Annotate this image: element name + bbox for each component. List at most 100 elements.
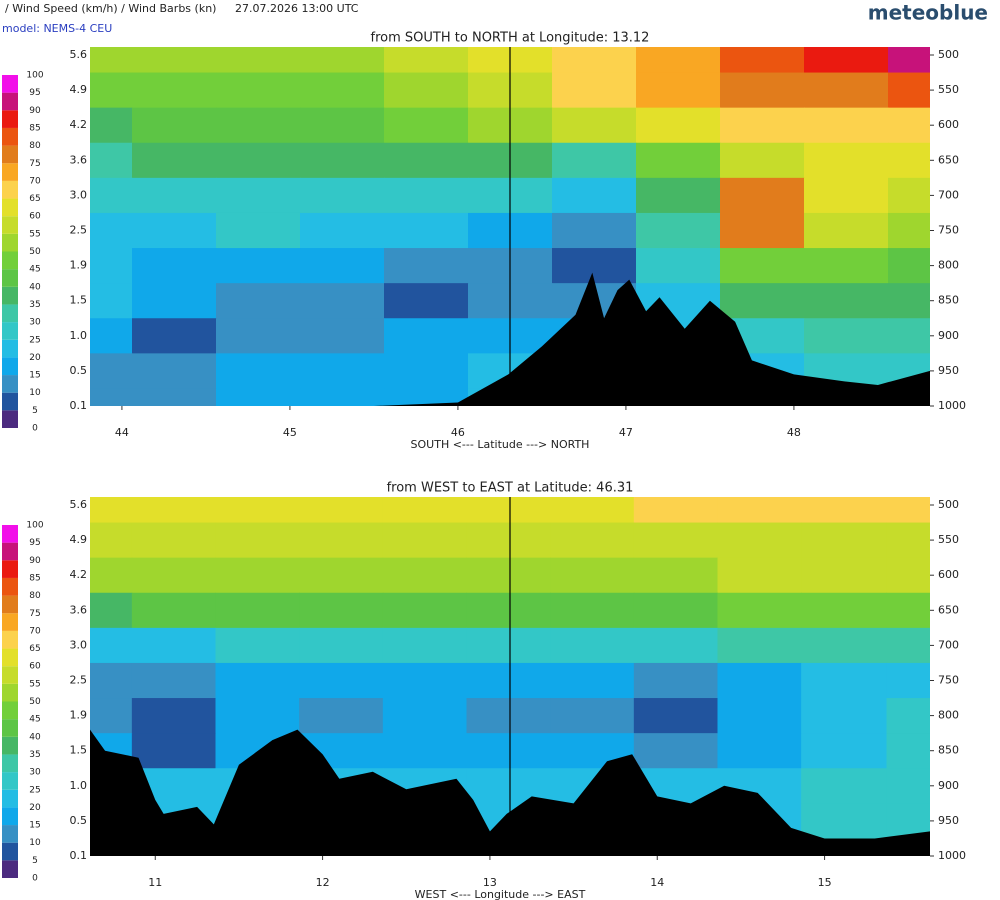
speed-cell xyxy=(90,592,133,629)
speed-cell xyxy=(216,47,301,74)
speed-cell xyxy=(804,283,889,319)
colorbar-label: 75 xyxy=(29,159,40,169)
colorbar-label: 40 xyxy=(29,732,41,742)
altitude-label: 1.9 xyxy=(70,709,88,722)
speed-cell xyxy=(888,142,930,179)
colorbar-label: 80 xyxy=(29,591,41,601)
speed-cell xyxy=(384,212,469,249)
speed-cell xyxy=(888,177,930,214)
colorbar-label: 50 xyxy=(29,247,41,257)
speed-cell xyxy=(382,557,467,594)
y-tick-label: 700 xyxy=(938,188,959,201)
speed-cell xyxy=(90,557,133,594)
x-tick-label: 44 xyxy=(115,426,129,439)
speed-cell xyxy=(299,627,384,664)
speed-cell xyxy=(215,627,300,664)
speed-cell xyxy=(550,557,635,594)
colorbar-cell xyxy=(2,216,18,234)
speed-cell xyxy=(466,733,551,769)
colorbar-label: 65 xyxy=(29,644,40,654)
colorbar-cell xyxy=(2,630,18,649)
colorbar-label: 15 xyxy=(29,821,40,831)
speed-cell xyxy=(466,497,551,524)
speed-cell xyxy=(552,177,637,214)
speed-cell xyxy=(90,497,133,524)
colorbar-cell xyxy=(2,560,18,578)
colorbar-cell xyxy=(2,736,18,755)
speed-cell xyxy=(801,592,887,629)
speed-cell xyxy=(132,283,217,319)
speed-cell xyxy=(550,627,635,664)
speed-cell xyxy=(466,592,551,629)
colorbar-cell xyxy=(2,595,18,614)
colorbar-label: 75 xyxy=(29,609,40,619)
speed-cell xyxy=(886,698,930,734)
speed-cell xyxy=(131,522,216,559)
speed-cell xyxy=(633,522,718,559)
speed-cell xyxy=(384,177,469,214)
speed-cell xyxy=(300,177,385,214)
y-tick-label: 500 xyxy=(938,498,959,511)
speed-cell xyxy=(216,318,301,354)
speed-cell xyxy=(382,592,467,629)
speed-cell xyxy=(720,283,805,319)
speed-cell xyxy=(466,627,551,664)
colorbar-label: 55 xyxy=(29,679,40,689)
x-axis-label: SOUTH <--- Latitude ---> NORTH xyxy=(411,438,590,451)
colorbar-label: 15 xyxy=(29,371,40,381)
speed-cell xyxy=(384,283,469,319)
speed-cell xyxy=(90,698,133,734)
speed-cell xyxy=(384,47,469,74)
speed-cell xyxy=(216,388,301,406)
x-tick-label: 47 xyxy=(619,426,633,439)
y-tick-label: 750 xyxy=(938,674,959,687)
altitude-label: 4.9 xyxy=(70,83,88,96)
speed-cell xyxy=(886,768,930,804)
speed-cell xyxy=(720,177,805,214)
speed-cell xyxy=(384,107,469,144)
speed-cell xyxy=(132,248,217,284)
colorbar-label: 0 xyxy=(32,424,38,434)
x-tick-label: 46 xyxy=(451,426,465,439)
colorbar-label: 95 xyxy=(29,88,40,98)
colorbar-label: 90 xyxy=(29,106,41,116)
colorbar-label: 0 xyxy=(32,874,38,884)
colorbar-cell xyxy=(2,842,18,861)
colorbar-cell xyxy=(2,754,18,773)
y-tick-label: 650 xyxy=(938,153,959,166)
speed-cell xyxy=(886,497,930,524)
colorbar-label: 20 xyxy=(29,353,41,363)
speed-cell xyxy=(804,318,889,354)
colorbar-cell xyxy=(2,304,18,323)
x-tick-label: 15 xyxy=(818,876,832,889)
altitude-label: 3.6 xyxy=(70,603,88,616)
speed-cell xyxy=(382,662,467,699)
colorbar-cell xyxy=(2,127,18,146)
speed-cell xyxy=(90,662,133,699)
colorbar-label: 45 xyxy=(29,715,40,725)
speed-cell xyxy=(636,142,721,179)
speed-cell xyxy=(131,557,216,594)
speed-cell xyxy=(384,353,469,389)
speed-cell xyxy=(804,212,889,249)
altitude-label: 4.9 xyxy=(70,533,88,546)
speed-cell xyxy=(300,283,385,319)
speed-cell xyxy=(216,248,301,284)
speed-cell xyxy=(215,557,300,594)
speed-cell xyxy=(720,47,805,74)
speed-cell xyxy=(804,248,889,284)
speed-cell xyxy=(717,497,802,524)
colorbar-label: 10 xyxy=(29,838,41,848)
y-tick-label: 550 xyxy=(938,533,959,546)
speed-cell xyxy=(804,47,889,74)
colorbar-cell xyxy=(2,542,18,561)
colorbar-cell xyxy=(2,683,18,702)
speed-cell xyxy=(636,177,721,214)
speed-cell xyxy=(550,522,635,559)
speed-cell xyxy=(382,733,467,769)
y-tick-label: 800 xyxy=(938,259,959,272)
plot-area xyxy=(90,47,930,406)
y-tick-label: 1000 xyxy=(938,849,966,862)
colorbar-cell xyxy=(2,75,18,93)
